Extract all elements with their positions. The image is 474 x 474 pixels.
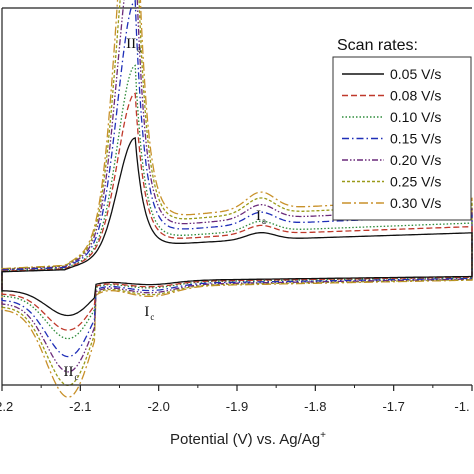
legend-entry-label: 0.30 V/s xyxy=(390,195,441,211)
legend-entry-label: 0.05 V/s xyxy=(390,66,441,82)
x-tick-label: -1.9 xyxy=(226,399,248,414)
annotation-subscript: a xyxy=(262,216,266,226)
legend-entry-label: 0.10 V/s xyxy=(390,109,441,125)
plot-area xyxy=(1,7,472,385)
series-curves xyxy=(1,0,473,398)
annotation-subscript: c xyxy=(75,372,79,382)
x-tick-label: -1.7 xyxy=(382,399,404,414)
annotation-label: II xyxy=(126,36,136,52)
legend: Scan rates: 0.05 V/s 0.08 V/s 0.10 V/s 0.15… xyxy=(332,37,472,221)
annotation-subscript: c xyxy=(150,312,154,322)
legend-entry-label: 0.08 V/s xyxy=(390,88,441,104)
legend-title: Scan rates: xyxy=(337,37,418,54)
annotation-label: I xyxy=(256,208,261,224)
annotation-label: II xyxy=(64,364,74,380)
series-line-0.2 xyxy=(1,0,473,373)
legend-entry-label: 0.15 V/s xyxy=(390,131,441,147)
x-axis-title: Potential (V) vs. Ag/Ag+ xyxy=(170,430,326,448)
x-tick-label: -2.1 xyxy=(69,399,91,414)
x-tick-label: -2.0 xyxy=(147,399,169,414)
annotation-IIa: II a xyxy=(126,36,141,54)
legend-entry-label: 0.20 V/s xyxy=(390,152,441,168)
x-axis-title-superscript: + xyxy=(320,430,326,441)
series-line-0.05 xyxy=(1,136,473,317)
annotation-IIc: II c xyxy=(64,364,79,382)
legend-entry-label: 0.25 V/s xyxy=(390,174,441,190)
peak-annotations: II aI aI cII c xyxy=(64,36,267,382)
series-line-0.15 xyxy=(1,0,473,358)
series-line-0.1 xyxy=(1,64,473,340)
x-tick-label: -1.8 xyxy=(304,399,326,414)
annotation-label: I xyxy=(144,304,149,320)
x-tick-label: -1. xyxy=(454,399,469,414)
annotation-subscript: a xyxy=(137,44,141,54)
series-line-0.25 xyxy=(1,0,473,387)
x-tick-label: -2.2 xyxy=(0,399,13,414)
x-axis: -2.2 -2.1 -2.0 -1.9 -1.8 -1.7 -1. xyxy=(0,384,473,414)
legend-box xyxy=(332,56,472,221)
